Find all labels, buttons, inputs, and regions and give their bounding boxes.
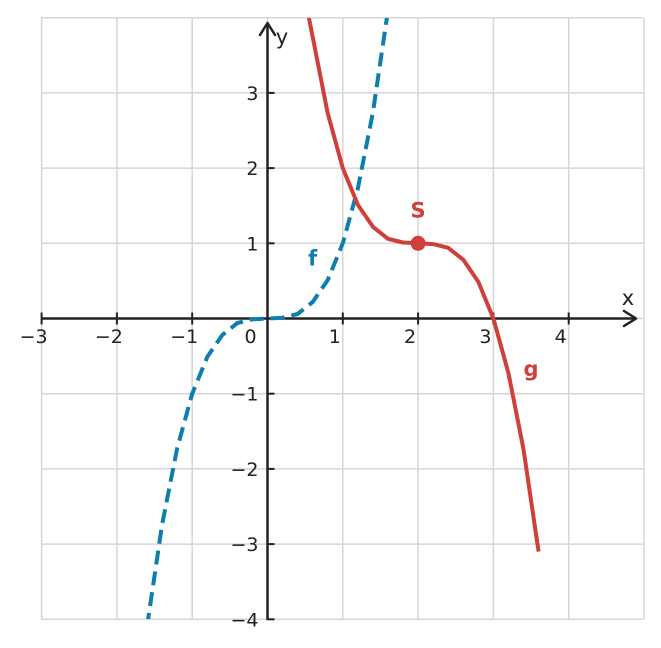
x-tick-label: 0 [244,326,256,348]
y-tick-label: −4 [230,609,258,631]
curves [146,18,541,619]
y-tick-label: −2 [230,459,258,481]
series-line-g [306,18,541,552]
x-tick-label: −2 [95,326,123,348]
y-tick-label: 2 [246,158,258,180]
curve-label-g: g [524,357,539,381]
axes: −3 −2 −1 0 1 2 3 4 −4 −3 −2 −1 1 2 3 x y [20,21,638,631]
x-tick-label: 1 [329,326,341,348]
y-tick-label: −1 [230,384,258,406]
x-tick-label: 2 [404,326,416,348]
point-S [410,235,426,251]
x-tick-label: −3 [20,326,48,348]
point-label-S: S [411,198,426,222]
y-axis-label: y [276,25,288,49]
series-line-f [146,18,389,619]
x-axis-label: x [622,286,634,310]
y-tick-label: −3 [230,534,258,556]
x-tick-label: −1 [170,326,198,348]
y-tick-label: 3 [246,83,258,105]
x-axis-arrow [622,309,638,328]
marks: Sf g [308,198,538,381]
y-tick-label: 1 [246,233,258,255]
x-tick-label: 3 [479,326,491,348]
x-tick-label: 4 [555,326,567,348]
curve-label-f: f [308,246,318,270]
y-axis-arrow [258,21,277,37]
